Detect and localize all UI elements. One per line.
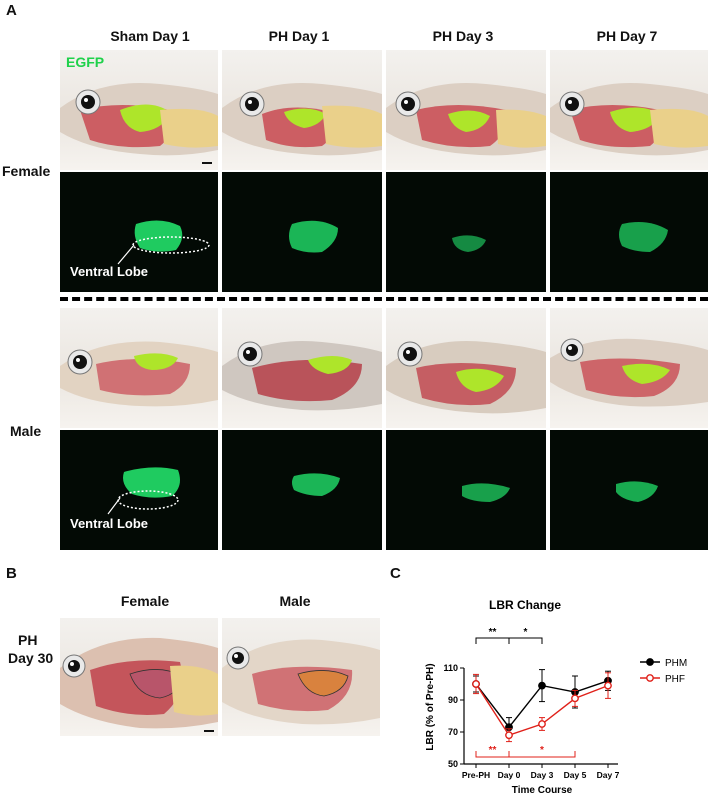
data-point-phm	[538, 681, 546, 690]
photo-female-ph-day-3	[386, 50, 546, 170]
photo-female-ph-day-1	[222, 50, 382, 170]
y-tick-label: 110	[443, 663, 458, 673]
fluorescence-female-ph-day-7	[550, 172, 708, 292]
data-point-phf	[538, 720, 546, 728]
fish-illustration	[550, 83, 708, 156]
legend-marker	[646, 658, 654, 666]
fluorescence-male-ph-day-7	[550, 430, 708, 550]
column-header-ph-day-7: PH Day 7	[596, 28, 658, 44]
fluorescence-female-ph-day-1	[222, 172, 382, 292]
photo-female-ph-day-30	[60, 618, 218, 736]
data-point-phf	[604, 681, 612, 690]
egfp-fluorescence	[619, 222, 668, 252]
egfp-fluorescence	[452, 235, 486, 252]
panel-b-row-label-ph: PH	[18, 632, 38, 648]
egfp-fluorescence	[462, 483, 510, 502]
ventral-lobe-label: Ventral Lobe	[70, 264, 149, 279]
x-tick-label: Day 3	[531, 770, 554, 780]
significance-label: **	[489, 745, 497, 756]
data-point-phf	[571, 694, 579, 703]
significance-label: **	[489, 627, 497, 638]
chart-y-axis-label: LBR (% of Pre-PH)	[425, 663, 436, 750]
significance-label: *	[540, 745, 544, 756]
photo-female-sham-day-1: EGFP	[60, 50, 218, 170]
column-header-ph-day-3: PH Day 3	[432, 28, 494, 44]
fish-illustration	[222, 83, 382, 156]
x-tick-label: Day 7	[597, 770, 620, 780]
fish-illustration	[222, 639, 380, 725]
sex-divider	[60, 297, 708, 301]
fluorescence-male-sham-day-1: Ventral Lobe	[60, 430, 218, 550]
fish-illustration	[60, 637, 218, 732]
fish-illustration	[550, 338, 708, 407]
fish-illustration	[60, 341, 218, 407]
y-tick-label: 90	[448, 695, 458, 705]
fluorescence-female-sham-day-1: Ventral Lobe	[60, 172, 218, 292]
data-point-phf	[472, 680, 480, 688]
panel-letter-a: A	[6, 2, 17, 19]
y-tick-label: 70	[448, 727, 458, 737]
legend-label-phf: PHF	[665, 674, 685, 685]
egfp-label: EGFP	[66, 54, 105, 70]
fish-illustration	[222, 341, 382, 411]
egfp-fluorescence	[292, 473, 340, 496]
y-tick-label: 50	[448, 759, 458, 769]
legend-marker	[646, 674, 654, 682]
row-label-female: Female	[2, 163, 51, 179]
photo-female-ph-day-7	[550, 50, 708, 170]
fluorescence-female-ph-day-3	[386, 172, 546, 292]
row-label-male: Male	[10, 423, 42, 439]
photo-male-ph-day-3	[386, 308, 546, 428]
lbr-change-chart: LBR Change LBR (% of Pre-PH) Time Course…	[425, 598, 687, 796]
fish-illustration	[60, 83, 218, 164]
photo-male-ph-day-1	[222, 308, 382, 428]
significance-label: *	[524, 627, 528, 638]
egfp-fluorescence	[117, 220, 210, 265]
significance-bracket	[508, 637, 543, 644]
x-tick-label: Day 0	[498, 770, 521, 780]
fluorescence-male-ph-day-1	[222, 430, 382, 550]
fish-illustration	[386, 83, 546, 156]
panel-b-row-label-day-30: Day 30	[8, 650, 54, 666]
legend-label-phm: PHM	[665, 658, 687, 669]
panel-b-header-female: Female	[120, 593, 170, 609]
ventral-lobe-label: Ventral Lobe	[70, 516, 149, 531]
fish-illustration	[386, 341, 546, 414]
photo-male-sham-day-1	[60, 308, 218, 428]
column-header-ph-day-1: PH Day 1	[268, 28, 330, 44]
egfp-fluorescence	[107, 467, 180, 515]
data-point-phf	[505, 731, 513, 740]
panel-letter-b: B	[6, 565, 17, 582]
photo-male-ph-day-7	[550, 308, 708, 428]
chart-x-axis-label: Time Course	[512, 785, 573, 796]
egfp-fluorescence	[289, 220, 338, 253]
panel-b-header-male: Male	[279, 593, 311, 609]
significance-bracket	[475, 637, 510, 644]
significance-bracket	[508, 751, 576, 758]
photo-male-ph-day-30	[222, 618, 380, 736]
x-tick-label: Pre-PH	[462, 770, 490, 780]
column-header-sham-day-1: Sham Day 1	[110, 28, 190, 44]
fluorescence-male-ph-day-3	[386, 430, 546, 550]
egfp-fluorescence	[616, 481, 658, 502]
panel-letter-c: C	[390, 565, 401, 582]
x-tick-label: Day 5	[564, 770, 587, 780]
chart-title: LBR Change	[489, 598, 561, 612]
